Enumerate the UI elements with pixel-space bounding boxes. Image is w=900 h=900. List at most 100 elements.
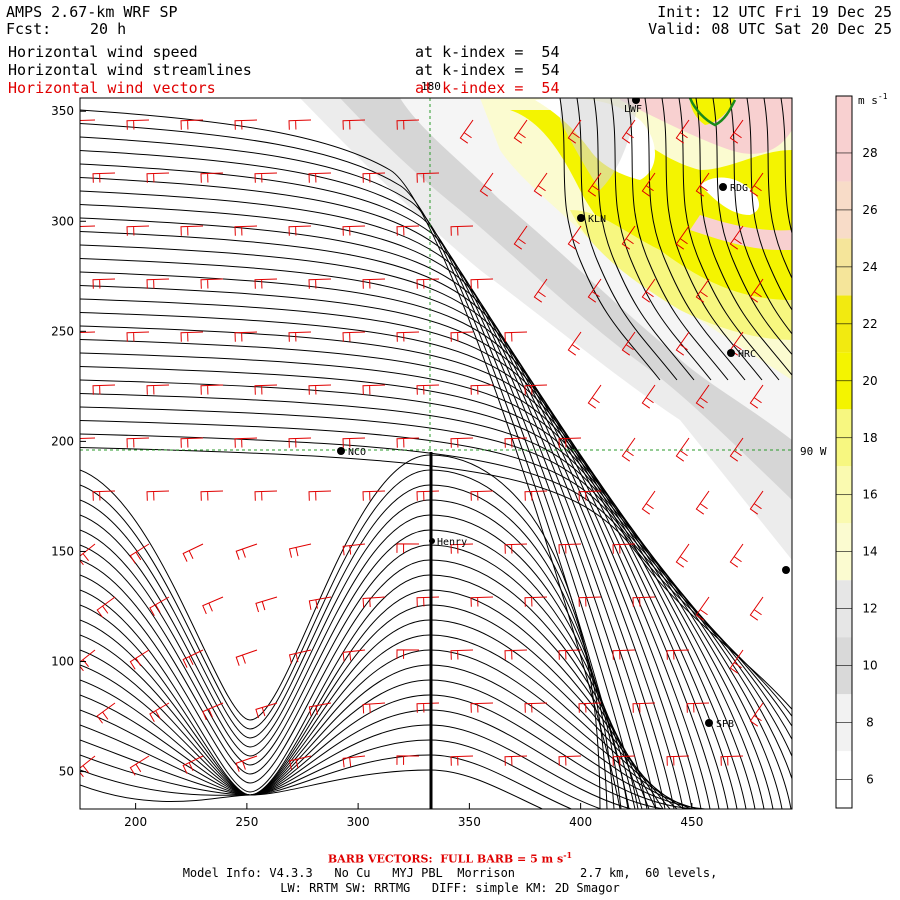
streamline — [80, 352, 783, 809]
colorbar-label: 12 — [862, 602, 877, 616]
wind-barb — [567, 119, 582, 144]
wind-barb — [675, 331, 690, 356]
streamline — [80, 724, 726, 809]
wind-barb — [612, 543, 636, 554]
x-tick-label: 350 — [458, 815, 481, 829]
streamline — [80, 204, 684, 809]
wind-barb — [587, 384, 602, 409]
wind-barb — [200, 172, 224, 183]
streamline — [80, 529, 636, 809]
wind-barb — [695, 278, 710, 303]
wind-barb — [587, 278, 602, 303]
streamline — [80, 634, 685, 809]
wind-barb — [524, 384, 548, 395]
wind-barb — [126, 331, 150, 342]
wind-barb — [342, 543, 366, 556]
station-markers: LWF RDG KLN HRC NCO Henry — [337, 98, 790, 730]
wind-barb — [80, 755, 96, 778]
wind-barb — [459, 119, 474, 144]
wind-barb — [621, 331, 636, 356]
station-label-henry: Henry — [437, 537, 467, 548]
field-name-wind-speed: Horizontal wind speed — [8, 43, 198, 61]
field-name-streamlines: Horizontal wind streamlines — [8, 61, 252, 79]
field-level-vectors: at k-index = 54 — [415, 79, 560, 97]
x-axis: 200 250 300 350 400 450 — [124, 803, 703, 829]
wind-barb — [641, 384, 656, 409]
wind-barb — [504, 437, 528, 448]
wind-barb — [558, 755, 582, 766]
streamline — [80, 123, 630, 809]
field-level-wind-speed: at k-index = 54 — [415, 43, 560, 61]
wind-barb — [587, 172, 602, 197]
streamline — [80, 312, 756, 809]
wind-barb — [686, 702, 710, 713]
station-label-hrc: HRC — [738, 349, 756, 360]
streamline — [80, 271, 729, 809]
wind-barb — [362, 596, 386, 608]
streamline — [80, 406, 792, 741]
wind-barb — [146, 384, 170, 395]
wind-barb — [362, 278, 386, 289]
streamline — [80, 619, 678, 809]
wind-barb — [362, 384, 386, 395]
station-nco: NCO — [337, 447, 366, 458]
wind-barb — [180, 119, 204, 130]
y-tick-label: 50 — [59, 765, 74, 779]
wind-barb — [621, 225, 636, 250]
x-tick-label: 200 — [124, 815, 147, 829]
y-tick-label: 200 — [51, 434, 74, 448]
wind-barb — [641, 490, 656, 515]
wind-barb — [235, 755, 258, 772]
wind-barb — [450, 437, 474, 448]
station-kln: KLN — [577, 214, 606, 225]
streamline — [644, 98, 746, 381]
wind-barb — [533, 172, 548, 197]
wind-barb — [288, 119, 312, 130]
wind-barb — [288, 437, 312, 448]
streamline — [80, 393, 792, 758]
colorbar-frame — [835, 95, 853, 809]
wind-barb — [149, 702, 170, 722]
wind-barb — [80, 331, 96, 342]
wind-barb — [470, 596, 494, 607]
streamline — [80, 109, 621, 809]
field-name-vectors: Horizontal wind vectors — [8, 79, 216, 97]
wind-barb — [450, 225, 474, 236]
wind-barb — [308, 596, 332, 610]
wind-barb — [450, 649, 474, 660]
wind-barb — [254, 384, 278, 395]
parallel-label: 90 W — [800, 445, 827, 458]
wind-barb — [729, 543, 744, 568]
wind-barb — [92, 278, 116, 289]
wind-barb — [578, 702, 602, 713]
station-henry: Henry — [429, 537, 467, 548]
x-tick-label: 250 — [235, 815, 258, 829]
wind-barb — [254, 278, 278, 289]
wind-barb — [180, 437, 204, 448]
y-tick-label: 300 — [51, 214, 74, 228]
wind-barb — [479, 172, 494, 197]
colorbar-bin — [836, 96, 852, 182]
wind-barb — [524, 702, 548, 713]
colorbar-label: 22 — [862, 317, 877, 331]
wind-barb — [396, 543, 420, 553]
wind-barb — [146, 172, 170, 183]
streamline — [80, 150, 648, 809]
colorbar-label: 20 — [862, 374, 877, 388]
station-hrc: HRC — [727, 349, 756, 360]
station-label-rdg: RDG — [730, 183, 748, 194]
streamline — [661, 98, 763, 381]
streamline — [80, 433, 792, 718]
forecast-hour: 20 h — [90, 20, 127, 38]
streamline — [80, 484, 615, 809]
colorbar-label: 18 — [862, 431, 877, 445]
wind-barb — [308, 172, 332, 183]
model-info-line-2: LW: RRTM SW: RRTMG DIFF: simple KM: 2D S… — [280, 881, 620, 895]
wind-barb — [200, 490, 224, 501]
wind-barb — [126, 119, 150, 130]
wind-barb — [524, 596, 548, 607]
wind-barb — [504, 649, 528, 660]
station-label-nco: NCO — [348, 447, 366, 458]
wind-barb — [234, 225, 258, 236]
streamline — [80, 190, 675, 809]
